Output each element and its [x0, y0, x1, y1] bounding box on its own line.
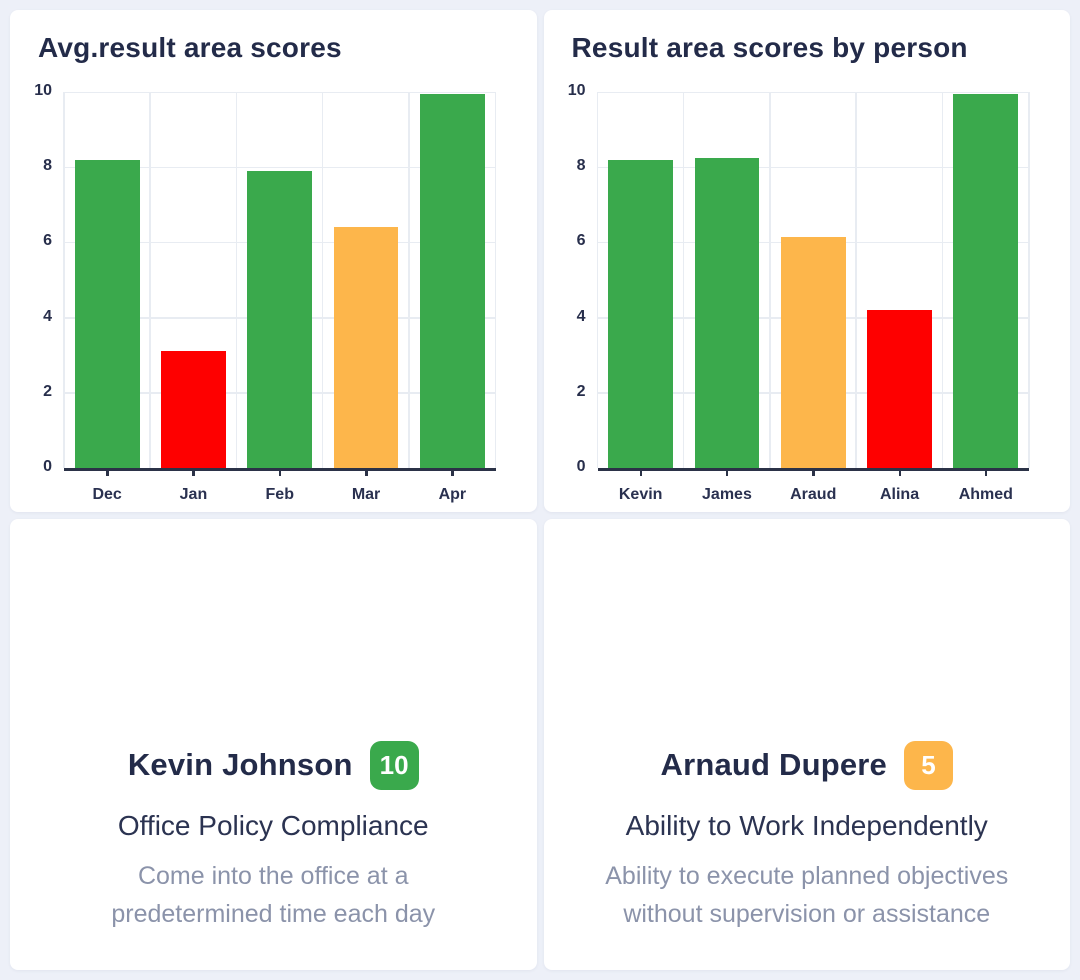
- x-axis-tick: [278, 468, 282, 476]
- vertical-gridline: [1028, 92, 1030, 468]
- x-tick-label-james: James: [702, 486, 752, 503]
- score-badge: 10: [369, 740, 419, 790]
- low-performer-card: Arnaud Dupere 5 Ability to Work Independ…: [543, 519, 1070, 970]
- x-axis-tick: [106, 468, 109, 476]
- x-axis-tick: [192, 468, 195, 476]
- y-tick-label: 8: [43, 157, 52, 175]
- vertical-gridline: [494, 92, 496, 468]
- x-axis-tick: [725, 468, 729, 476]
- y-tick-label: 0: [576, 458, 586, 475]
- x-tick-label-ahmed: Ahmed: [958, 486, 1013, 503]
- y-tick-label: 0: [43, 458, 52, 475]
- person-name-row: Arnaud Dupere 5: [660, 740, 954, 790]
- chart-title-avg-result-area-scores: Avg.result area scores: [38, 32, 342, 63]
- horizontal-gridline: [597, 91, 1029, 93]
- y-tick-label: 2: [576, 382, 586, 400]
- bar-alina[interactable]: [867, 310, 932, 468]
- x-axis-tick: [639, 468, 643, 476]
- vertical-gridline: [855, 92, 857, 468]
- y-tick-label: 10: [567, 82, 586, 99]
- horizontal-gridline: [597, 166, 1029, 169]
- x-tick-label-feb: Feb: [265, 486, 294, 503]
- bar-mar[interactable]: [333, 227, 399, 468]
- person-name-row: Kevin Johnson 10: [127, 740, 419, 790]
- vertical-gridline: [941, 92, 944, 468]
- person-name: Kevin Johnson: [127, 747, 353, 782]
- result-area-scores-by-person-card: Result area scores by person 0 2 4 6 8 10 Kevi…: [543, 10, 1070, 512]
- x-tick-label-araud: Araud: [790, 486, 837, 503]
- plot-area: 0 2 4 6 8 10: [568, 83, 1030, 476]
- bar-james[interactable]: [694, 157, 760, 468]
- bar-araud[interactable]: [780, 236, 846, 468]
- x-tick-label-dec: Dec: [92, 486, 122, 503]
- chart-title-result-area-scores-by-person: Result area scores by person: [571, 32, 968, 63]
- bar-dec[interactable]: [74, 159, 140, 468]
- bar-ahmed[interactable]: [953, 93, 1019, 468]
- vertical-gridline: [769, 92, 771, 468]
- x-tick-label-mar: Mar: [351, 486, 381, 503]
- person-name: Arnaud Dupere: [660, 747, 888, 782]
- plot-area: 0 2 4 6 8 10: [34, 83, 496, 476]
- bar-feb[interactable]: [247, 170, 313, 468]
- avg-scores-bar-chart: 0 2 4 6 8 10 Dec Jan Feb Mar Apr: [34, 83, 496, 504]
- y-tick-label: 4: [43, 307, 52, 325]
- x-tick-label-apr: Apr: [438, 486, 467, 503]
- result-area-description: Come into the office at a predetermined …: [111, 861, 436, 929]
- y-tick-label: 6: [43, 232, 52, 250]
- y-tick-label: 10: [34, 82, 52, 99]
- x-axis-tick: [898, 468, 902, 476]
- x-axis-tick: [365, 468, 368, 476]
- vertical-gridline: [63, 92, 65, 468]
- y-tick-label: 2: [43, 382, 52, 400]
- avg-result-area-scores-card: Avg.result area scores 0 2 4 6 8 10 Dec Jan Feb M…: [10, 10, 537, 512]
- x-tick-label-alina: Alina: [879, 486, 920, 503]
- x-axis-tick: [984, 468, 988, 476]
- vertical-gridline: [149, 92, 151, 468]
- result-area-name: Office Policy Compliance: [117, 809, 429, 841]
- y-tick-label: 6: [576, 232, 586, 250]
- bar-jan[interactable]: [161, 351, 226, 468]
- score-badge: 5: [904, 740, 954, 790]
- person-scores-bar-chart: 0 2 4 6 8 10 Kevin James Araud Alina Ahmed: [568, 83, 1030, 504]
- x-axis-tick: [451, 468, 454, 476]
- y-tick-label: 8: [576, 157, 586, 175]
- vertical-gridline: [235, 92, 238, 468]
- vertical-gridline: [321, 92, 324, 468]
- vertical-gridline: [596, 92, 598, 468]
- bar-apr[interactable]: [419, 93, 485, 468]
- top-performer-card: Kevin Johnson 10 Office Policy Complianc…: [10, 519, 537, 970]
- y-tick-label: 4: [576, 307, 586, 325]
- result-area-name: Ability to Work Independently: [625, 809, 988, 841]
- horizontal-gridline: [64, 166, 496, 169]
- x-tick-label-jan: Jan: [179, 486, 208, 503]
- x-tick-label-kevin: Kevin: [618, 486, 663, 503]
- x-axis-tick: [812, 468, 815, 476]
- vertical-gridline: [682, 92, 685, 468]
- result-area-description: Ability to execute planned objectives wi…: [605, 861, 1009, 929]
- horizontal-gridline: [64, 91, 496, 93]
- bar-kevin[interactable]: [608, 159, 673, 468]
- vertical-gridline: [408, 92, 410, 468]
